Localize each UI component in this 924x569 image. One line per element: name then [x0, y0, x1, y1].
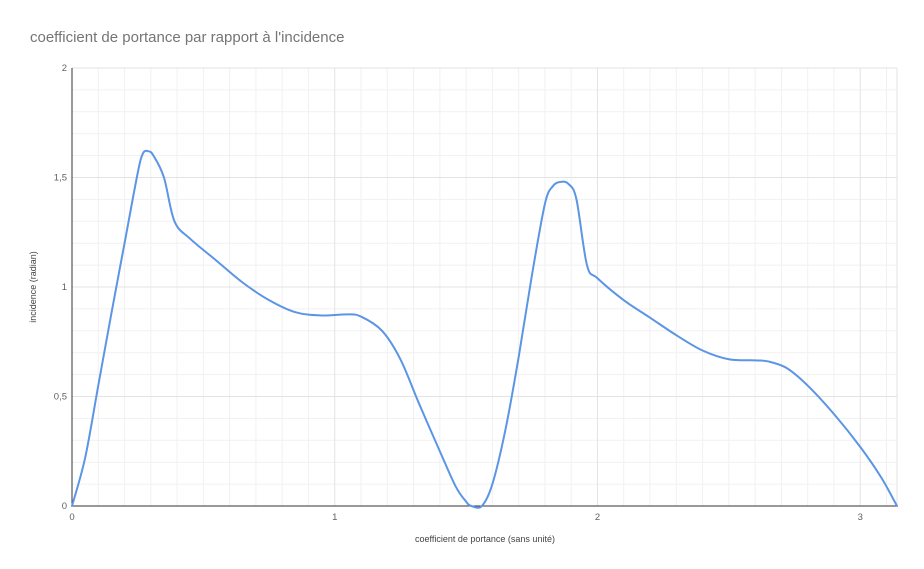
x-tick-label: 3	[858, 512, 863, 523]
x-tick-label: 2	[595, 512, 600, 523]
y-tick-label: 0	[62, 501, 67, 512]
x-tick-label: 1	[332, 512, 337, 523]
y-tick-label: 0,5	[54, 392, 67, 403]
y-tick-label: 1	[62, 282, 67, 293]
data-series	[71, 149, 898, 509]
x-axis-label: coefficient de portance (sans unité)	[415, 534, 555, 544]
y-tick-label: 2	[62, 63, 67, 74]
series-line	[71, 149, 898, 509]
chart-axes	[71, 68, 897, 507]
y-axis-label: incidence (radian)	[28, 251, 38, 323]
y-axis-ticks: 0 0,5 1 1,5 2	[54, 63, 67, 512]
x-tick-label: 0	[69, 512, 74, 523]
x-axis-ticks: 0 1 2 3	[69, 512, 863, 523]
chart-title: coefficient de portance par rapport à l'…	[30, 29, 344, 46]
major-gridlines	[72, 67, 898, 506]
y-tick-label: 1,5	[54, 173, 67, 184]
